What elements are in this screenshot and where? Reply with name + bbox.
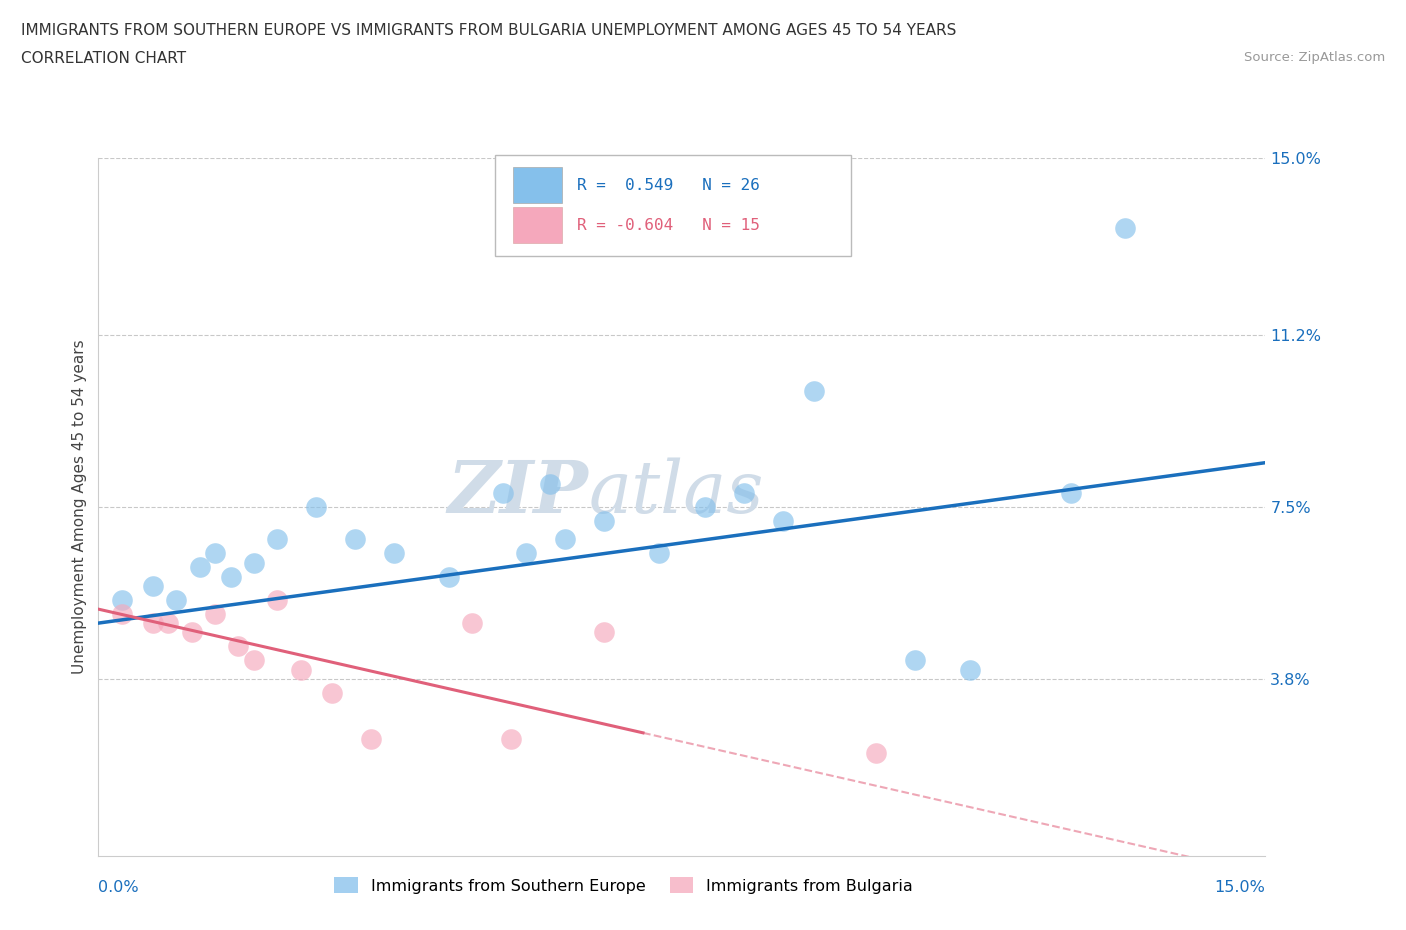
Text: 15.0%: 15.0% [1215, 880, 1265, 895]
Text: 0.0%: 0.0% [98, 880, 139, 895]
Point [499, 732, 522, 747]
Point [515, 546, 537, 561]
Point [204, 606, 226, 621]
Point [266, 532, 288, 547]
Point [492, 485, 515, 500]
Text: CORRELATION CHART: CORRELATION CHART [21, 51, 186, 66]
Point [111, 606, 134, 621]
Point [647, 546, 669, 561]
Point [538, 476, 561, 491]
Text: Source: ZipAtlas.com: Source: ZipAtlas.com [1244, 51, 1385, 64]
Point [165, 592, 187, 607]
Point [554, 532, 576, 547]
FancyBboxPatch shape [513, 207, 562, 244]
Point [111, 592, 134, 607]
Point [803, 383, 825, 398]
Point [959, 662, 981, 677]
Point [1114, 220, 1136, 235]
Point [204, 546, 226, 561]
Point [266, 592, 288, 607]
Point [461, 616, 484, 631]
Point [321, 685, 343, 700]
Point [228, 639, 250, 654]
Point [305, 499, 328, 514]
Point [593, 513, 616, 528]
Point [437, 569, 460, 584]
FancyBboxPatch shape [513, 167, 562, 204]
Point [360, 732, 382, 747]
Text: IMMIGRANTS FROM SOUTHERN EUROPE VS IMMIGRANTS FROM BULGARIA UNEMPLOYMENT AMONG A: IMMIGRANTS FROM SOUTHERN EUROPE VS IMMIG… [21, 23, 956, 38]
Point [142, 578, 165, 593]
Point [1060, 485, 1083, 500]
Point [188, 560, 211, 575]
Point [290, 662, 312, 677]
Point [180, 625, 202, 640]
Legend: Immigrants from Southern Europe, Immigrants from Bulgaria: Immigrants from Southern Europe, Immigra… [328, 871, 920, 900]
Point [865, 746, 887, 761]
Text: R = -0.604   N = 15: R = -0.604 N = 15 [576, 218, 759, 232]
Text: R =  0.549   N = 26: R = 0.549 N = 26 [576, 178, 759, 193]
Point [695, 499, 717, 514]
Point [772, 513, 794, 528]
Point [733, 485, 755, 500]
Text: ZIP: ZIP [447, 458, 589, 528]
Point [593, 625, 616, 640]
Point [344, 532, 367, 547]
Point [243, 653, 266, 668]
Point [219, 569, 242, 584]
Point [142, 616, 165, 631]
Point [157, 616, 180, 631]
FancyBboxPatch shape [495, 154, 851, 256]
Text: atlas: atlas [589, 458, 763, 528]
Point [382, 546, 405, 561]
Point [243, 555, 266, 570]
Y-axis label: Unemployment Among Ages 45 to 54 years: Unemployment Among Ages 45 to 54 years [72, 339, 87, 674]
Point [904, 653, 927, 668]
